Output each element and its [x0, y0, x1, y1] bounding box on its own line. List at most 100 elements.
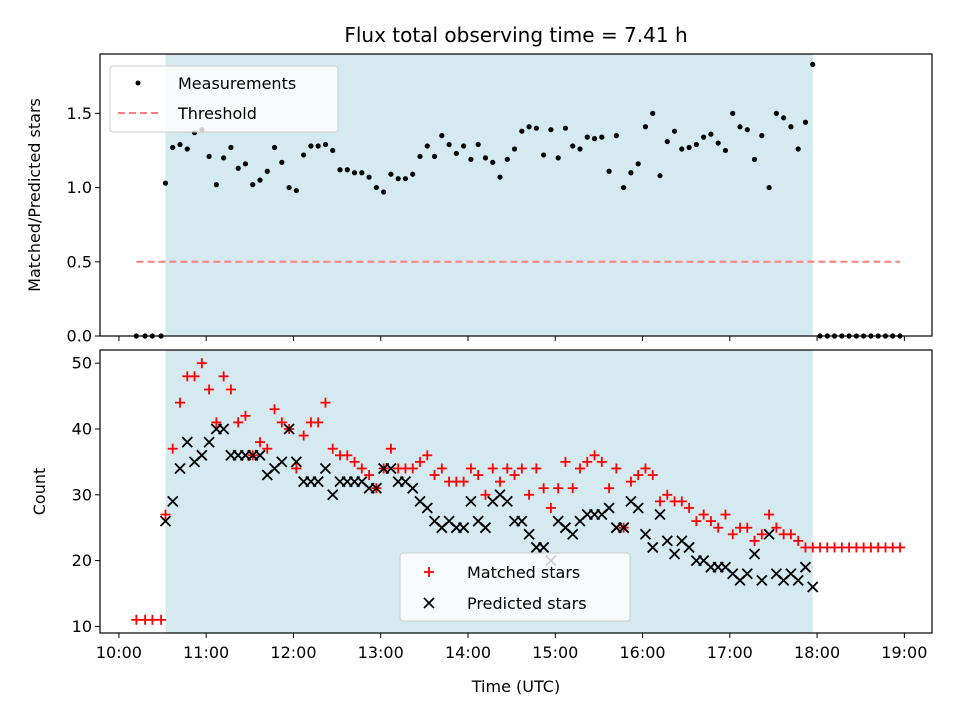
predicted-star-point [370, 482, 383, 494]
matched-star-point [313, 417, 324, 428]
cross-stroke [727, 568, 739, 580]
cross-stroke [807, 581, 819, 593]
cross-stroke [479, 522, 492, 534]
measurement-point [606, 168, 612, 174]
measurement-point [322, 141, 329, 148]
predicted-star-point [479, 522, 492, 534]
cross-stroke [537, 541, 550, 554]
matched-star-point [291, 463, 302, 474]
predicted-star-point [203, 436, 215, 448]
predicted-star-point [276, 456, 288, 468]
cross-stroke [516, 515, 528, 527]
measurement-point [293, 187, 299, 194]
predicted-star-point [327, 489, 339, 501]
bottom-panel: 10 20 30 40 50 10:00 11:00 12:00 13:00 14:00 15:0… [30, 349, 933, 696]
cross-stroke [370, 482, 383, 494]
matched-star-point [895, 542, 905, 553]
x-axis-label: Time (UTC) [471, 677, 560, 696]
measurement-point [810, 61, 816, 67]
matched-star-point [487, 463, 498, 474]
matched-star-point [589, 450, 600, 461]
cross-stroke [494, 489, 506, 501]
measurement-point [308, 143, 314, 149]
measurement-point [642, 124, 649, 130]
predicted-star-point [196, 449, 208, 461]
measurement-point [773, 110, 779, 116]
measurement-point [395, 176, 401, 182]
cross-stroke [254, 449, 266, 461]
cross-stroke [748, 548, 761, 560]
predicted-star-point [181, 436, 193, 448]
measurement-point [737, 124, 743, 130]
measurement-point [235, 165, 241, 171]
matched-star-point [611, 463, 622, 474]
matched-star-point [691, 516, 702, 527]
predicted-star-point [174, 462, 186, 475]
matched-star-point [596, 456, 607, 467]
measurement-point [330, 147, 336, 154]
cross-stroke [668, 548, 681, 560]
top-y-ticks: 0.0 0.5 1.0 1.5 [67, 104, 100, 346]
measurement-point [519, 128, 525, 134]
matched-star-point [625, 476, 636, 487]
cross-stroke [385, 462, 397, 475]
matched-star-point [793, 535, 804, 546]
cross-stroke [276, 456, 288, 468]
measurement-point [541, 152, 547, 158]
matched-star-point [233, 417, 244, 428]
top-y-axis-label: Matched/Predicted stars [25, 98, 44, 292]
legend-threshold-label: Threshold [177, 104, 257, 123]
y-tick-label: 20 [72, 551, 92, 570]
measurement-point [475, 141, 481, 148]
cross-stroke [523, 528, 535, 540]
measurement-point [482, 155, 489, 161]
measurement-point [795, 146, 801, 152]
y-tick-label: 40 [72, 419, 92, 438]
measurement-point [490, 159, 496, 165]
matched-star-point [749, 535, 760, 546]
bottom-y-ticks: 10 20 30 40 50 [72, 354, 100, 636]
measurement-point [359, 170, 365, 176]
matched-star-point [662, 489, 673, 500]
measurement-point [766, 184, 772, 191]
measurement-point [693, 141, 699, 148]
matched-star-point [255, 437, 265, 448]
top-marks [133, 61, 903, 339]
measurement-point [781, 115, 787, 121]
y-tick-label: 0.5 [67, 252, 92, 271]
predicted-star-point [617, 522, 630, 534]
measurement-point [751, 156, 758, 162]
y-tick-label: 30 [72, 485, 92, 504]
cross-stroke [697, 554, 710, 567]
matched-star-point [364, 470, 375, 481]
matched-star-point [147, 614, 158, 625]
measurement-point [468, 156, 474, 162]
y-tick-label: 0.0 [67, 327, 92, 346]
matched-star-point [218, 371, 229, 382]
predicted-star-point [792, 574, 804, 586]
matched-star-point [633, 470, 644, 481]
measurement-point [802, 119, 809, 125]
matched-star-point [727, 529, 738, 540]
cross-stroke [174, 462, 186, 475]
matched-star-point [167, 443, 178, 454]
matched-star-point [211, 417, 222, 428]
x-tick-label: 12:00 [270, 643, 316, 662]
measurement-point [162, 180, 169, 186]
cross-stroke [407, 482, 419, 494]
legend-predicted-label: Predicted stars [467, 594, 587, 613]
measurement-point [759, 133, 765, 139]
matched-star-point [240, 410, 251, 421]
cross-stroke [792, 574, 804, 586]
cross-stroke [552, 515, 564, 527]
predicted-star-point [639, 528, 652, 540]
matched-star-point [756, 529, 767, 540]
legend-cross [423, 597, 435, 609]
matched-star-point [720, 509, 731, 520]
matched-star-point [647, 470, 658, 481]
matched-star-point [342, 450, 353, 461]
cross-stroke [283, 423, 295, 435]
x-tick-label: 19:00 [881, 643, 927, 662]
measurement-point [242, 161, 249, 167]
